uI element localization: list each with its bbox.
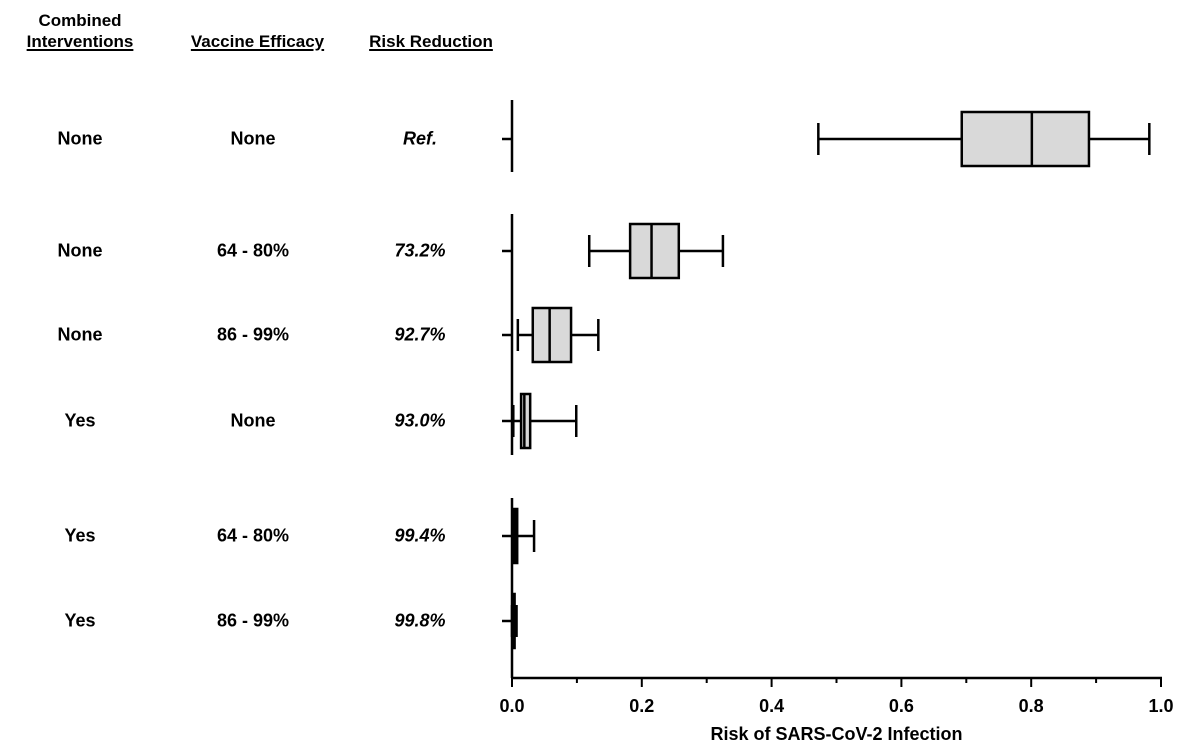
row-3-risk: 93.0% <box>394 410 446 431</box>
header-risk-label: Risk Reduction <box>369 32 493 51</box>
x-tick-label: 0.2 <box>629 696 654 716</box>
x-tick-label: 1.0 <box>1148 696 1173 716</box>
row-0-interventions: None <box>57 128 103 149</box>
row-2-vaccine: 86 - 99% <box>216 324 290 345</box>
x-axis-label: Risk of SARS-CoV-2 Infection <box>710 724 962 742</box>
box-0 <box>960 110 1091 168</box>
row-4-risk: 99.4% <box>394 525 446 546</box>
header-interventions: Combined Interventions <box>0 10 160 52</box>
row-0-vaccine: None <box>230 128 276 149</box>
x-tick-label: 0.0 <box>499 696 524 716</box>
row-2-risk: 92.7% <box>394 324 446 345</box>
row-4-vaccine: 64 - 80% <box>216 525 290 546</box>
row-5-vaccine: 86 - 99% <box>216 610 290 631</box>
row-5-interventions: Yes <box>64 610 96 631</box>
header-interventions-line2: Interventions <box>26 32 134 51</box>
header-risk: Risk Reduction <box>352 31 510 52</box>
x-tick-label: 0.8 <box>1019 696 1044 716</box>
row-2-interventions: None <box>57 324 103 345</box>
row-5-risk: 99.8% <box>394 610 446 631</box>
row-0-risk: Ref. <box>402 128 437 149</box>
x-tick-label: 0.4 <box>759 696 784 716</box>
row-1-interventions: None <box>57 240 103 261</box>
box-3 <box>519 392 532 450</box>
header-vaccine: Vaccine Efficacy <box>170 31 345 52</box>
row-3-vaccine: None <box>230 410 276 431</box>
header-vaccine-label: Vaccine Efficacy <box>190 32 325 51</box>
x-tick-label: 0.6 <box>889 696 914 716</box>
header-interventions-line1: Combined <box>38 11 122 30</box>
row-1-vaccine: 64 - 80% <box>216 240 290 261</box>
row-4-interventions: Yes <box>64 525 96 546</box>
box-1 <box>628 222 681 280</box>
row-1-risk: 73.2% <box>394 240 446 261</box>
box-2 <box>531 306 573 364</box>
row-3-interventions: Yes <box>64 410 96 431</box>
